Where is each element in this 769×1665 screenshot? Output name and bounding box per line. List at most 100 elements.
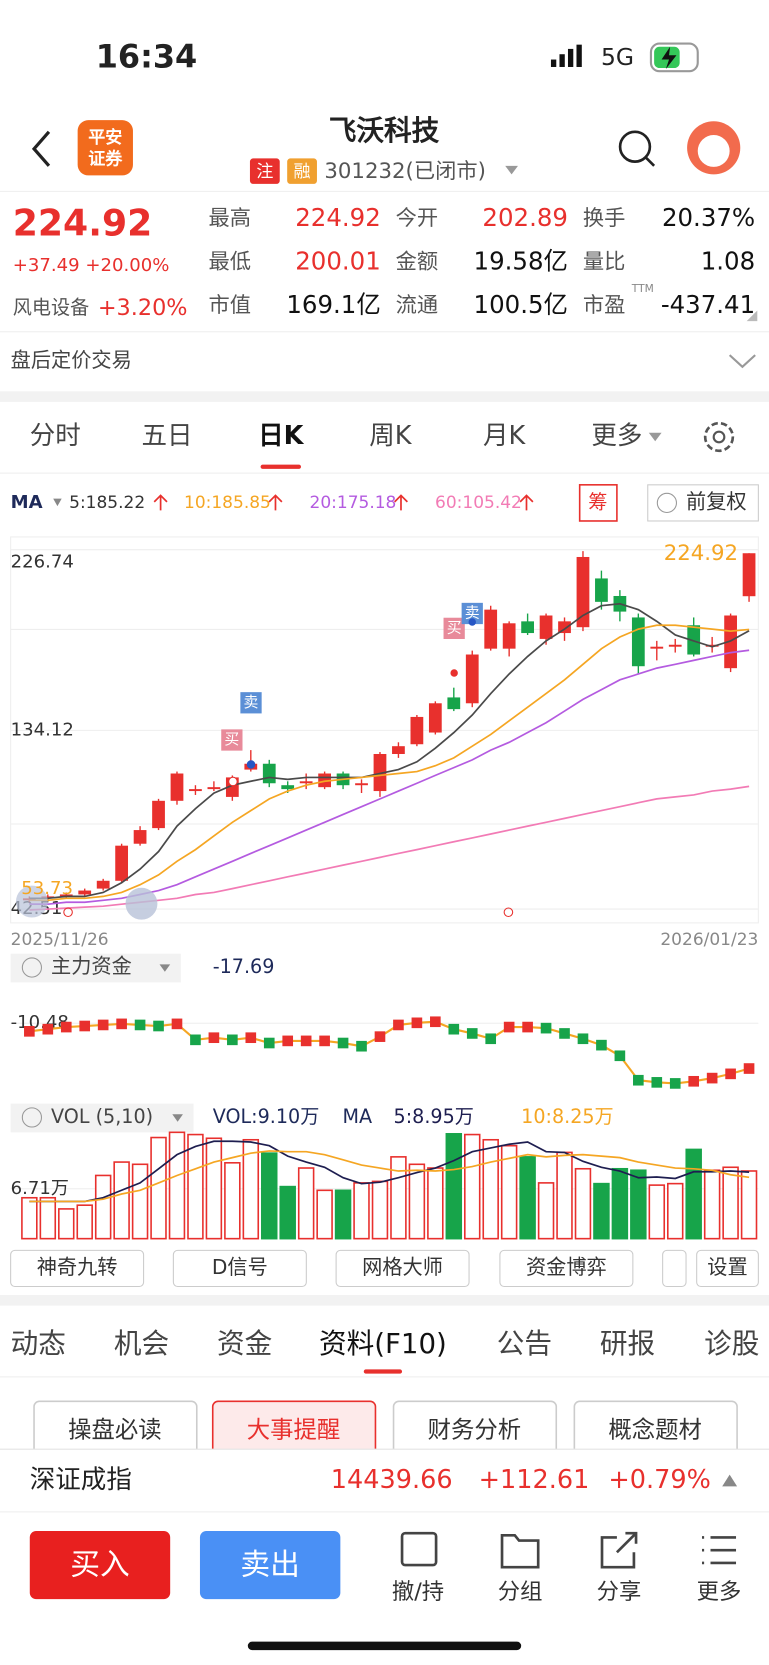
- stat-value: 169.1亿: [286, 290, 380, 319]
- index-percent: +0.79%: [608, 1465, 710, 1495]
- chip-button[interactable]: [578, 484, 618, 522]
- period-tab[interactable]: 周K: [369, 421, 413, 451]
- adjust-button-text[interactable]: 前复权: [686, 489, 747, 513]
- broker-logo: [77, 120, 133, 176]
- index-bar[interactable]: [0, 1449, 769, 1513]
- index-change: +112.61: [479, 1465, 590, 1495]
- tool-button[interactable]: [335, 1249, 470, 1288]
- tool-button[interactable]: [10, 1249, 145, 1288]
- section-tab[interactable]: 研报: [600, 1327, 655, 1360]
- section-tab[interactable]: 资金: [217, 1327, 272, 1360]
- buy-button-text[interactable]: 买入: [70, 1548, 130, 1583]
- period-tab[interactable]: 月K: [483, 421, 527, 451]
- indicator-name[interactable]: 主力资金: [51, 954, 132, 978]
- section-tab[interactable]: 公告: [497, 1327, 552, 1360]
- fund-flow-point: [60, 1021, 72, 1033]
- indicator-selector[interactable]: [10, 953, 181, 983]
- volume-bar: [464, 1133, 481, 1240]
- search-handle: [644, 156, 656, 167]
- sub-button-text[interactable]: 概念题材: [608, 1416, 702, 1444]
- status-network: 5G: [601, 43, 634, 71]
- tool-button-text[interactable]: 资金博弈: [526, 1255, 607, 1279]
- sell-button[interactable]: [199, 1531, 341, 1600]
- tool-button[interactable]: [696, 1249, 759, 1288]
- fund-flow-point: [171, 1018, 183, 1030]
- chip-button-text[interactable]: 筹: [588, 490, 607, 513]
- period-tab[interactable]: 分时: [30, 421, 81, 451]
- signal-tag: [443, 617, 465, 639]
- tool-button[interactable]: [499, 1249, 634, 1288]
- group-icon[interactable]: [500, 1533, 540, 1569]
- period-tab[interactable]: 五日: [141, 421, 192, 451]
- candle-body: [96, 880, 110, 889]
- signal-dot: [228, 776, 238, 787]
- candle-body: [650, 646, 664, 649]
- info-icon: [21, 1107, 43, 1128]
- buy-button[interactable]: [29, 1531, 171, 1600]
- share-icon[interactable]: [600, 1531, 638, 1569]
- tool-button-text[interactable]: 神奇九转: [37, 1255, 118, 1279]
- badge: [287, 158, 317, 184]
- volume-bar: [519, 1156, 536, 1240]
- floating-icon[interactable]: [125, 887, 158, 920]
- dropdown-arrow: [172, 1114, 183, 1122]
- tool-button[interactable]: [662, 1249, 687, 1288]
- search-button[interactable]: [618, 130, 652, 163]
- action-label[interactable]: 分组: [498, 1579, 543, 1605]
- section-tab[interactable]: 资料(F10): [319, 1327, 447, 1360]
- action-label[interactable]: 更多: [697, 1579, 742, 1605]
- back-button[interactable]: [31, 130, 51, 167]
- ma-line: [29, 602, 750, 900]
- volume-bar: [500, 1144, 518, 1240]
- sub-button-text[interactable]: 操盘必读: [68, 1416, 162, 1444]
- expand-arrow[interactable]: [728, 354, 756, 369]
- expand-arrow[interactable]: [722, 1474, 738, 1487]
- stock-code[interactable]: 301232(已闭市): [324, 159, 485, 184]
- action-label[interactable]: 分享: [597, 1579, 642, 1605]
- fund-flow-point: [393, 1019, 404, 1031]
- sub-button-text[interactable]: 大事提醒: [247, 1416, 341, 1444]
- withdraw-icon[interactable]: [400, 1531, 438, 1567]
- indicator-name[interactable]: VOL (5,10): [51, 1105, 153, 1128]
- index-name: 深证成指: [30, 1465, 132, 1495]
- period-tab[interactable]: 日K: [258, 421, 305, 451]
- sell-button-text[interactable]: 卖出: [240, 1548, 300, 1583]
- tool-button[interactable]: [172, 1249, 307, 1288]
- action-label[interactable]: 撤/持: [392, 1579, 444, 1605]
- adjust-button[interactable]: [647, 484, 759, 522]
- tool-button-text[interactable]: 网格大师: [362, 1255, 443, 1279]
- sub-button-text[interactable]: 财务分析: [428, 1416, 522, 1444]
- tool-button-text[interactable]: 设置: [707, 1255, 747, 1279]
- tool-button-text[interactable]: D信号: [212, 1255, 268, 1279]
- fund-flow-point: [356, 1040, 367, 1052]
- section-tab[interactable]: 动态: [11, 1327, 66, 1360]
- section-tab[interactable]: 诊股: [704, 1327, 759, 1360]
- up-arrow: [153, 494, 168, 511]
- candle-body: [539, 615, 553, 639]
- volume-bar: [408, 1163, 426, 1240]
- ma-legend-item: 60:105.42: [435, 493, 522, 513]
- after-hours-label[interactable]: 盘后定价交易: [11, 348, 132, 372]
- candle-body: [152, 800, 165, 829]
- volume-bar: [334, 1189, 352, 1240]
- ma-legend-title[interactable]: MA: [11, 492, 43, 513]
- section-tab[interactable]: 机会: [114, 1327, 169, 1360]
- period-tab[interactable]: 更多: [591, 421, 642, 451]
- volume-bar: [593, 1182, 610, 1240]
- signal-text: 卖: [244, 693, 259, 711]
- fund-flow-point: [559, 1028, 570, 1039]
- floating-icon[interactable]: [15, 885, 48, 918]
- fund-flow-point: [540, 1022, 552, 1034]
- signal-text: 买: [224, 730, 239, 748]
- settings-gear[interactable]: [703, 421, 735, 453]
- logo-text: 平安: [88, 127, 122, 148]
- volume-bar: [371, 1180, 389, 1240]
- candle-body: [189, 789, 202, 792]
- fund-flow-point: [282, 1035, 294, 1047]
- tool-buttons: 神奇九转 D信号 网格大师 资金博弈 设置: [10, 1249, 759, 1288]
- more-icon[interactable]: [701, 1536, 737, 1565]
- fund-flow-point: [79, 1020, 91, 1032]
- fund-flow-point: [263, 1037, 275, 1049]
- dropdown-arrow: [53, 498, 62, 507]
